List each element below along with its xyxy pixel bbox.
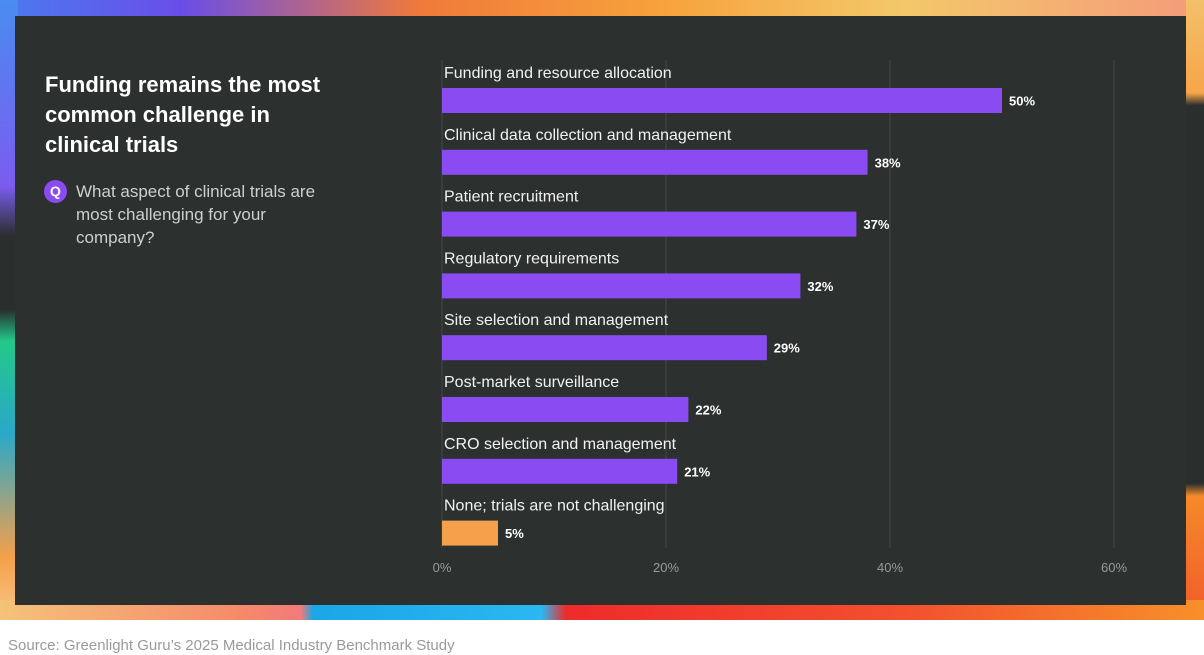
- value-label: 32%: [807, 279, 833, 294]
- x-tick-label: 0%: [433, 560, 452, 575]
- x-tick-label: 20%: [653, 560, 679, 575]
- category-label: Site selection and management: [444, 312, 669, 329]
- bar: [442, 520, 498, 546]
- value-label: 37%: [863, 217, 889, 232]
- question-badge-icon: Q: [44, 180, 67, 203]
- bar-chart: 0% 20% 40% 60% Funding and resource allocati…: [433, 60, 1127, 575]
- value-label: 50%: [1009, 94, 1035, 109]
- frame-right-stripe: [1186, 0, 1204, 620]
- category-label: Regulatory requirements: [444, 250, 619, 267]
- value-label: 21%: [684, 464, 710, 479]
- bar: [442, 397, 689, 422]
- category-label: Clinical data collection and management: [444, 127, 732, 144]
- category-label: None; trials are not challenging: [444, 498, 665, 515]
- chart-title: Funding remains the most common challeng…: [45, 72, 321, 157]
- category-label: Funding and resource allocation: [444, 65, 672, 82]
- value-label: 22%: [695, 403, 721, 418]
- category-label: Patient recruitment: [444, 189, 579, 206]
- value-label: 38%: [875, 155, 901, 170]
- survey-question: What aspect of clinical trials are most …: [76, 182, 316, 247]
- chart-panel: [15, 16, 1186, 605]
- value-label: 5%: [505, 526, 524, 541]
- bar: [442, 458, 678, 484]
- source-note: Source: Greenlight Guru’s 2025 Medical I…: [8, 637, 455, 654]
- x-tick-label: 60%: [1101, 560, 1127, 575]
- bar: [442, 211, 857, 237]
- category-label: Post-market surveillance: [444, 374, 619, 391]
- frame-bottom-stripe: [0, 600, 1204, 620]
- bar: [442, 88, 1002, 113]
- x-tick-label: 40%: [877, 560, 903, 575]
- bar: [442, 149, 868, 175]
- frame-left-stripe: [0, 0, 18, 620]
- bar: [442, 273, 801, 299]
- bar: [442, 335, 767, 361]
- value-label: 29%: [774, 341, 800, 356]
- category-label: CRO selection and management: [444, 436, 677, 453]
